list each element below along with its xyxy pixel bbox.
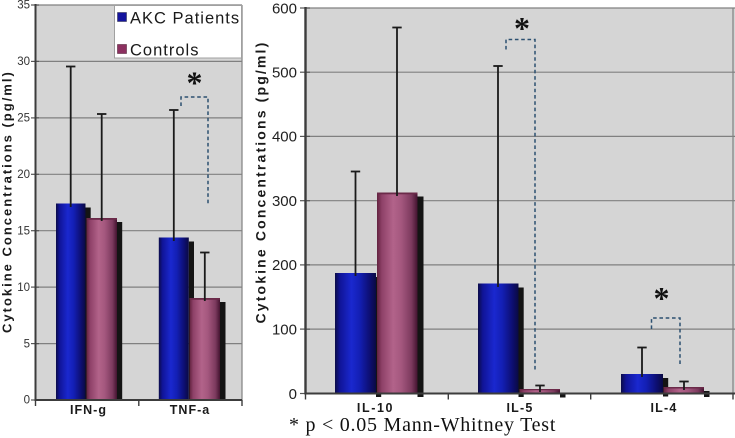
svg-text:35: 35 <box>17 0 30 12</box>
svg-text:TNF-a: TNF-a <box>170 403 210 417</box>
svg-text:300: 300 <box>272 193 297 210</box>
svg-text:IL-10: IL-10 <box>357 401 394 415</box>
svg-text:500: 500 <box>272 65 297 82</box>
svg-text:Controls: Controls <box>130 42 199 60</box>
svg-text:* p < 0.05 Mann-Whitney Test: * p < 0.05 Mann-Whitney Test <box>289 414 556 436</box>
svg-text:25: 25 <box>17 113 30 125</box>
svg-text:20: 20 <box>17 169 30 181</box>
svg-text:Cytokine Concentrations (pg/ml: Cytokine Concentrations (pg/ml) <box>253 41 269 324</box>
svg-text:Cytokine Concentrations (pg/ml: Cytokine Concentrations (pg/ml) <box>0 70 15 333</box>
svg-text:0: 0 <box>289 386 297 403</box>
svg-text:15: 15 <box>17 225 30 237</box>
svg-text:400: 400 <box>272 129 297 146</box>
svg-text:IL-4: IL-4 <box>650 401 677 415</box>
svg-text:10: 10 <box>17 282 30 294</box>
svg-text:5: 5 <box>24 338 30 350</box>
svg-text:200: 200 <box>272 257 297 274</box>
svg-text:*: * <box>654 280 670 316</box>
svg-text:AKC Patients: AKC Patients <box>130 10 240 28</box>
svg-text:100: 100 <box>272 321 297 338</box>
svg-text:IFN-g: IFN-g <box>70 403 107 417</box>
svg-text:IL-5: IL-5 <box>506 401 533 415</box>
svg-text:600: 600 <box>272 0 297 17</box>
svg-text:0: 0 <box>24 395 30 407</box>
svg-text:30: 30 <box>17 56 30 68</box>
svg-text:*: * <box>514 10 530 46</box>
svg-text:*: * <box>187 65 203 101</box>
